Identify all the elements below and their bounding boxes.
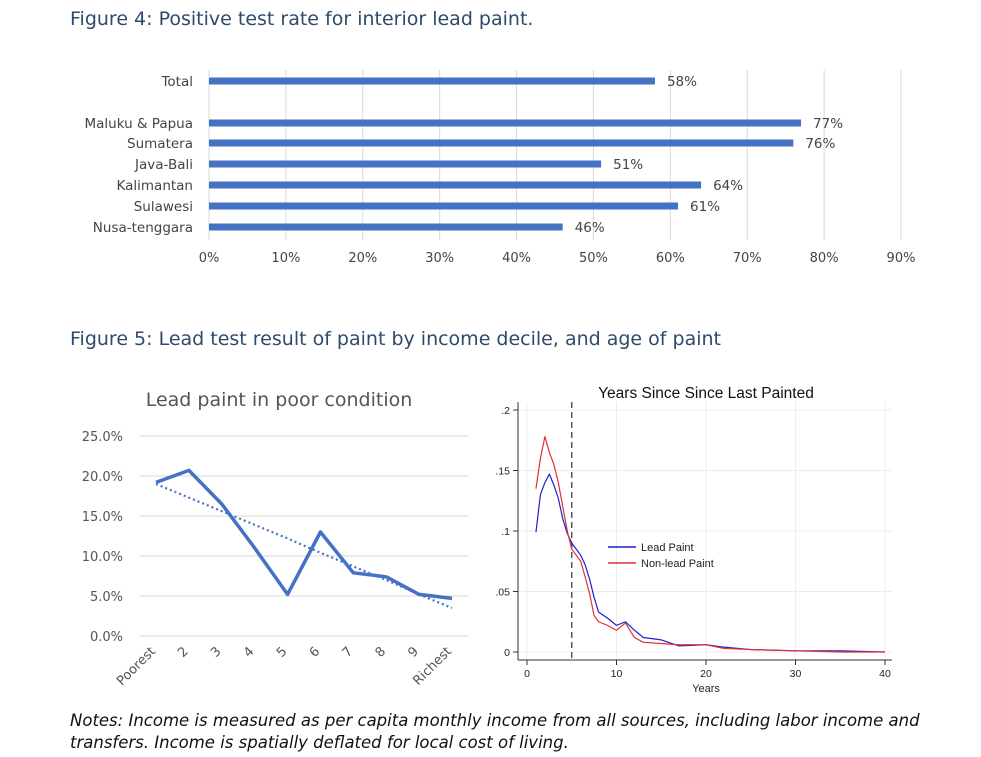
bar-value-label: 64% [713, 178, 743, 194]
x-tick-label: 10 [611, 668, 623, 680]
bar [209, 160, 602, 168]
legend-label: Lead Paint [641, 542, 694, 554]
y-tick-label: 0 [504, 647, 510, 659]
bar [209, 181, 702, 189]
trend-line [155, 482, 453, 610]
x-tick-label: 50% [579, 251, 608, 266]
x-tick-label: 90% [887, 251, 916, 266]
x-tick-label: 70% [733, 251, 762, 266]
bar [209, 77, 655, 85]
bar [209, 223, 563, 231]
y-tick-label: 20.0% [82, 470, 123, 485]
x-tick-label: 30% [425, 251, 454, 266]
y-tick-label: .2 [501, 405, 510, 417]
x-tick-label: 20 [700, 668, 712, 680]
y-tick-label: .05 [495, 587, 510, 599]
category-label: Java-Bali [134, 157, 193, 173]
x-tick-label: 0 [524, 668, 530, 680]
x-tick-label: 30 [790, 668, 802, 680]
bar-value-label: 77% [813, 116, 843, 132]
chart-title: Years Since Since Last Painted [598, 385, 814, 402]
category-label: Maluku & Papua [84, 116, 193, 132]
y-tick-label: 15.0% [82, 510, 123, 525]
x-axis-label: Years [692, 683, 720, 695]
x-tick-label: 80% [810, 251, 839, 266]
bar [209, 139, 794, 147]
figure-notes: Notes: Income is measured as per capita … [70, 711, 920, 752]
series-line [535, 436, 885, 653]
category-label: Nusa-tenggara [93, 220, 193, 236]
bar [209, 202, 679, 210]
x-tick-label: 60% [656, 251, 685, 266]
bar [209, 119, 802, 127]
x-tick-label: 20% [348, 251, 377, 266]
x-tick-label: 10% [271, 251, 300, 266]
bar-value-label: 46% [575, 220, 605, 236]
bar-value-label: 51% [613, 157, 643, 173]
y-tick-label: 10.0% [82, 550, 123, 565]
x-tick-label: 40 [879, 668, 891, 680]
category-label: Sulawesi [134, 199, 193, 215]
legend-label: Non-lead Paint [641, 558, 714, 570]
y-tick-label: .1 [501, 526, 510, 538]
x-tick-label: 0% [199, 251, 220, 266]
category-label: Kalimantan [117, 178, 194, 194]
figure-5-caption: Figure 5: Lead test result of paint by i… [70, 328, 721, 350]
bar-value-label: 76% [805, 136, 835, 152]
series-line [155, 468, 453, 601]
y-tick-label: 0.0% [90, 630, 123, 645]
bar-value-label: 61% [690, 199, 720, 215]
y-tick-label: 5.0% [90, 590, 123, 605]
figure-4-caption: Figure 4: Positive test rate for interio… [70, 8, 534, 30]
bar-value-label: 58% [667, 74, 697, 90]
x-tick-label: 40% [502, 251, 531, 266]
y-tick-label: .15 [495, 466, 510, 478]
category-label: Sumatera [127, 136, 193, 152]
bar-chart-regional-rates: 0% 10% 20% 30% 40% 50% 60% 70% 80% 90% Total 58% Mal… [84, 70, 916, 266]
y-tick-label: 25.0% [82, 430, 123, 445]
category-label: Total [160, 74, 193, 90]
chart-title: Lead paint in poor condition [146, 389, 413, 411]
